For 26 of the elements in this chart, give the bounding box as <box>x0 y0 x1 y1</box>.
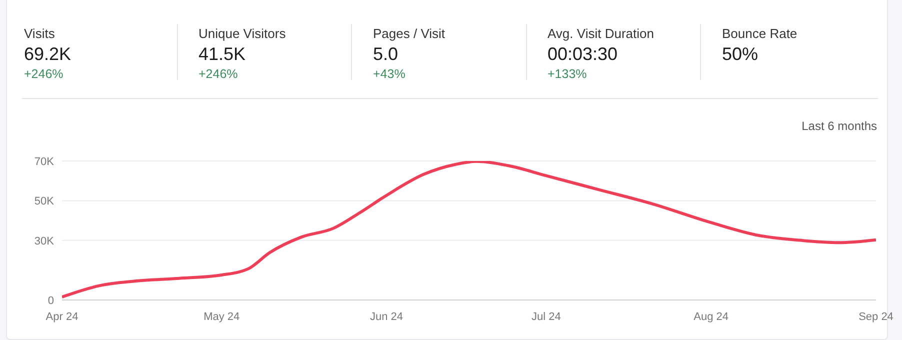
text: +133% <box>548 67 587 81</box>
category-label: Pages / Visit <box>373 26 446 41</box>
y-tick-label: 30K <box>34 235 55 248</box>
text: 5.0 <box>373 44 398 64</box>
text: 69.2K <box>24 44 72 64</box>
x-tick-label: Jun 24 <box>370 310 404 323</box>
text: 50% <box>722 44 758 64</box>
text: +43% <box>373 67 406 81</box>
text: 41.5K <box>198 44 246 64</box>
y-tick-label: 0 <box>48 294 54 307</box>
category-label: Avg. Visit Duration <box>548 26 654 41</box>
chart-subtitle: Last 6 months <box>802 119 877 133</box>
x-tick-label: Aug 24 <box>694 310 729 323</box>
x-tick-label: Apr 24 <box>46 310 78 323</box>
y-tick-label: 70K <box>34 156 55 168</box>
category-label: Unique Visitors <box>198 26 286 41</box>
category-label: Bounce Rate <box>722 26 798 41</box>
x-tick-label: Jul 24 <box>531 310 561 323</box>
x-tick-label: Sep 24 <box>858 310 894 323</box>
text: +246% <box>198 67 238 81</box>
y-tick-label: 50K <box>34 196 55 208</box>
line-series <box>62 161 876 299</box>
category-label: Visits <box>24 26 55 41</box>
x-tick-label: May 24 <box>204 310 240 323</box>
text: +246% <box>24 67 64 81</box>
text: 00:03:30 <box>548 44 618 64</box>
